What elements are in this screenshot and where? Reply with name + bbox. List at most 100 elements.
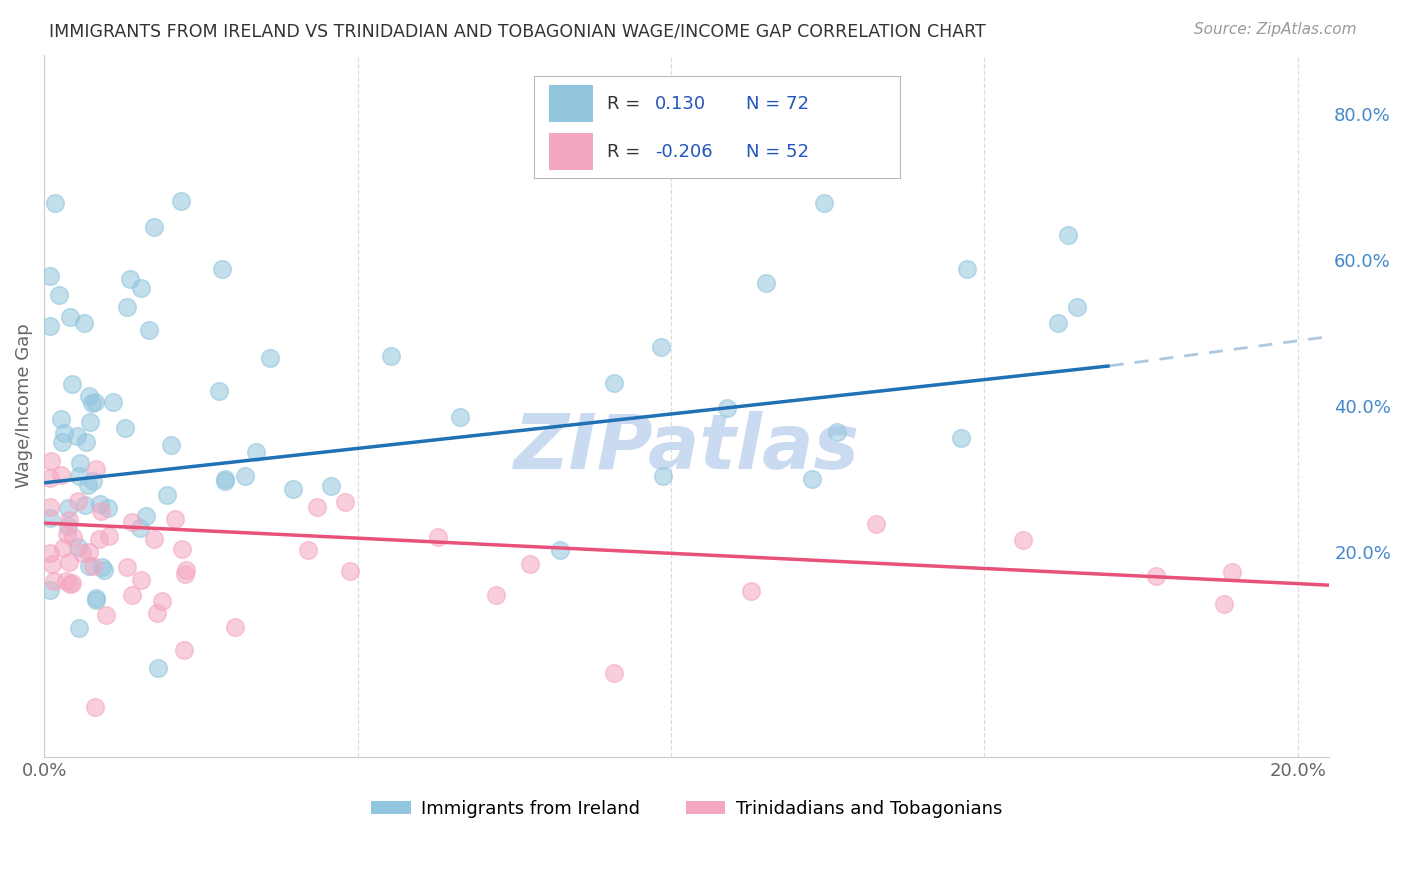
Point (39, 546, 62, 560)
Point (117, 301, 139, 315)
Point (39, 500, 62, 515)
Point (1144, 569, 1167, 583)
Point (80, 395, 103, 409)
Point (138, 322, 160, 336)
Point (66, 428, 89, 442)
Point (79, 558, 101, 573)
Point (170, 194, 193, 209)
Point (956, 262, 979, 277)
Point (58, 556, 80, 570)
Text: 0.130: 0.130 (655, 95, 706, 112)
Point (1047, 316, 1070, 330)
Point (39, 268, 62, 283)
Point (245, 445, 267, 459)
Y-axis label: Wage/Income Gap: Wage/Income Gap (15, 324, 32, 489)
Point (143, 219, 166, 234)
Point (39, 318, 62, 333)
Point (740, 583, 762, 598)
Point (146, 661, 169, 675)
Point (755, 276, 778, 290)
Point (91, 559, 114, 574)
Point (67, 621, 90, 635)
Point (333, 494, 356, 508)
Point (93, 563, 115, 577)
Bar (548, 85, 593, 122)
Point (82, 475, 104, 489)
Point (79, 389, 101, 403)
Point (114, 421, 136, 435)
Point (380, 349, 402, 363)
Bar (548, 133, 593, 170)
Point (52, 541, 75, 555)
Point (86, 592, 108, 607)
Point (84, 591, 107, 606)
Point (485, 588, 508, 602)
Point (224, 620, 246, 634)
Text: -0.206: -0.206 (655, 143, 713, 161)
Point (146, 606, 169, 620)
Point (69, 457, 91, 471)
Point (67, 493, 90, 508)
Point (59, 577, 82, 591)
Point (214, 474, 236, 488)
Text: ZIPatlas: ZIPatlas (513, 411, 859, 485)
Point (135, 508, 157, 523)
Point (118, 272, 141, 286)
Point (174, 563, 197, 577)
Point (297, 542, 319, 557)
Point (813, 196, 835, 211)
Legend: Immigrants from Ireland, Trinidadians and Tobagonians: Immigrants from Ireland, Trinidadians an… (364, 793, 1010, 825)
Point (48, 288, 70, 302)
Point (1213, 597, 1236, 611)
Point (208, 384, 231, 399)
Point (603, 665, 626, 680)
Point (42, 574, 65, 588)
Point (83, 394, 105, 409)
Point (281, 482, 304, 496)
Point (129, 281, 152, 295)
Point (77, 545, 100, 559)
Text: R =: R = (607, 143, 641, 161)
Point (39, 454, 62, 468)
Point (101, 394, 124, 409)
Text: R =: R = (607, 95, 641, 112)
Point (235, 469, 257, 483)
Point (519, 557, 541, 571)
Point (865, 516, 887, 531)
Point (87, 532, 110, 546)
Point (98, 528, 121, 542)
Point (56, 527, 79, 541)
Point (128, 521, 150, 535)
Point (150, 594, 173, 608)
Point (214, 472, 236, 486)
Point (90, 504, 112, 518)
Point (39, 582, 62, 597)
Point (58, 519, 80, 533)
Point (51, 467, 73, 482)
Point (73, 316, 96, 330)
Point (800, 472, 823, 486)
Text: N = 72: N = 72 (747, 95, 810, 112)
Point (155, 488, 177, 502)
Point (75, 435, 97, 450)
Point (143, 532, 166, 546)
Point (41, 557, 63, 571)
Point (211, 262, 233, 277)
Point (825, 425, 848, 440)
Point (548, 542, 571, 557)
Point (174, 566, 197, 581)
Point (307, 500, 329, 515)
Point (60, 576, 83, 591)
Point (1220, 565, 1243, 579)
Point (173, 643, 195, 657)
Point (55, 574, 77, 588)
Point (51, 412, 73, 426)
Point (321, 479, 343, 493)
Text: IMMIGRANTS FROM IRELAND VS TRINIDADIAN AND TOBAGONIAN WAGE/INCOME GAP CORRELATIO: IMMIGRANTS FROM IRELAND VS TRINIDADIAN A… (49, 22, 986, 40)
Point (165, 512, 187, 526)
Point (39, 471, 62, 485)
Point (67, 540, 90, 554)
Point (84, 700, 107, 714)
Point (1012, 533, 1035, 547)
Point (96, 608, 118, 623)
